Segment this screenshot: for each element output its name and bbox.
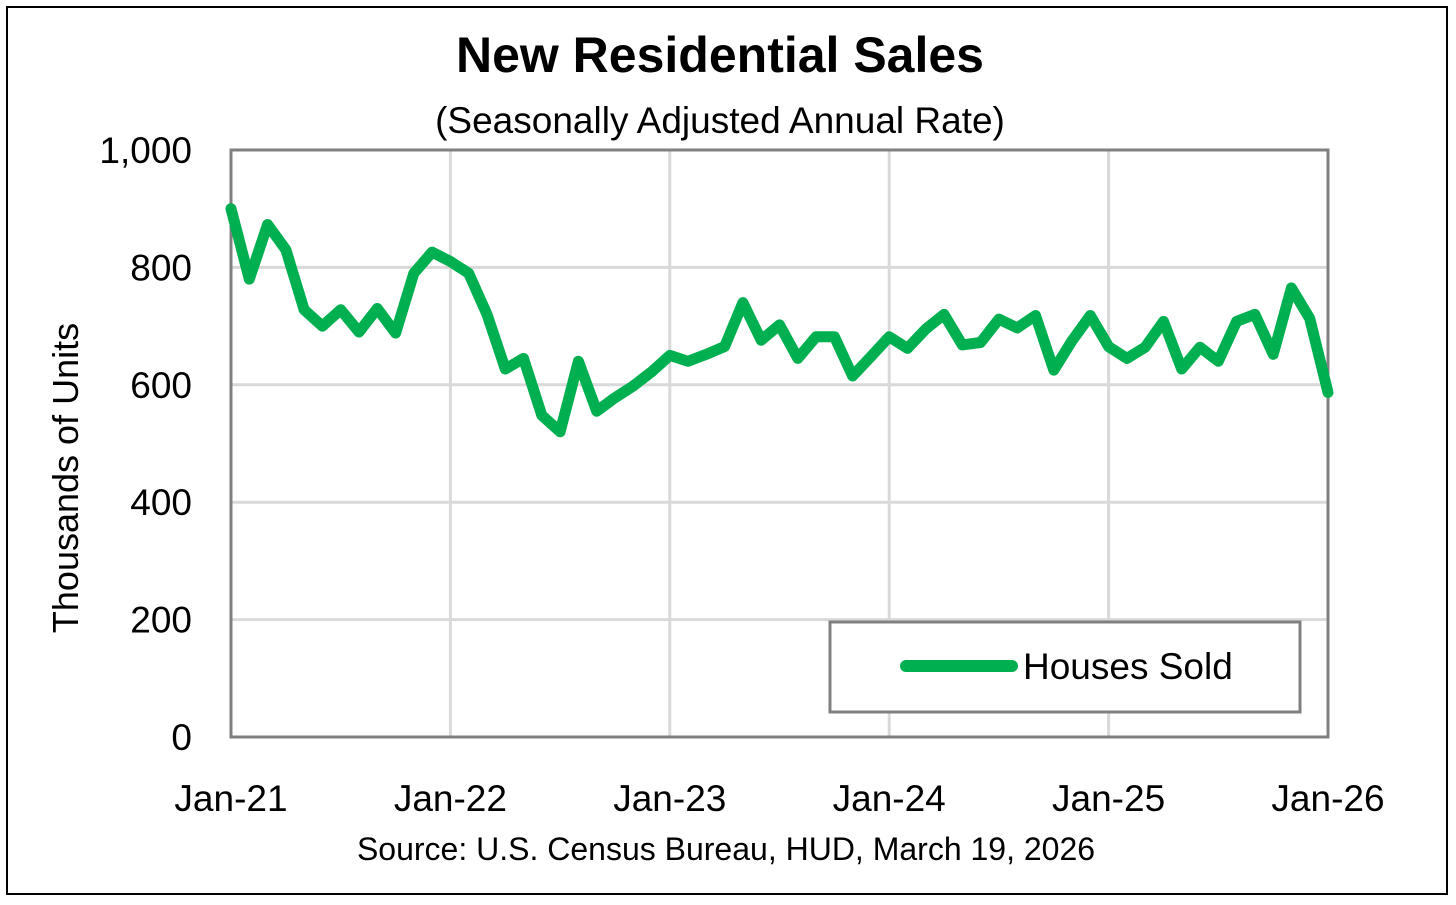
x-tick-label: Jan-25 <box>1052 778 1165 819</box>
series-line-houses-sold <box>225 203 1334 438</box>
y-tick-label: 800 <box>130 247 192 288</box>
y-tick-label: 0 <box>171 717 192 758</box>
y-tick-label: 1,000 <box>99 130 192 171</box>
series-layer <box>225 203 1334 438</box>
x-tick-label: Jan-22 <box>394 778 507 819</box>
source-note: Source: U.S. Census Bureau, HUD, March 1… <box>357 831 1095 867</box>
chart-title: New Residential Sales <box>456 27 984 83</box>
y-tick-label: 600 <box>130 365 192 406</box>
plot-area-border <box>229 148 1330 739</box>
chart-frame: 0 200 400 600 800 1,000 Jan-21 Jan-22 Jan-23 Jan… <box>6 6 1448 895</box>
x-axis-ticks: Jan-21 Jan-22 Jan-23 Jan-24 Jan-25 Jan-26 <box>174 778 1384 819</box>
y-axis-ticks: 0 200 400 600 800 1,000 <box>99 130 192 758</box>
x-tick-label: Jan-24 <box>833 778 946 819</box>
y-axis-label: Thousands of Units <box>45 323 86 633</box>
legend: Houses Sold <box>828 620 1302 714</box>
y-tick-label: 400 <box>130 482 192 523</box>
x-tick-label: Jan-26 <box>1271 778 1384 819</box>
legend-label-houses-sold: Houses Sold <box>1023 646 1233 687</box>
x-tick-label: Jan-23 <box>613 778 726 819</box>
y-tick-label: 200 <box>130 600 192 641</box>
chart-subtitle: (Seasonally Adjusted Annual Rate) <box>435 100 1005 141</box>
x-tick-label: Jan-21 <box>174 778 287 819</box>
